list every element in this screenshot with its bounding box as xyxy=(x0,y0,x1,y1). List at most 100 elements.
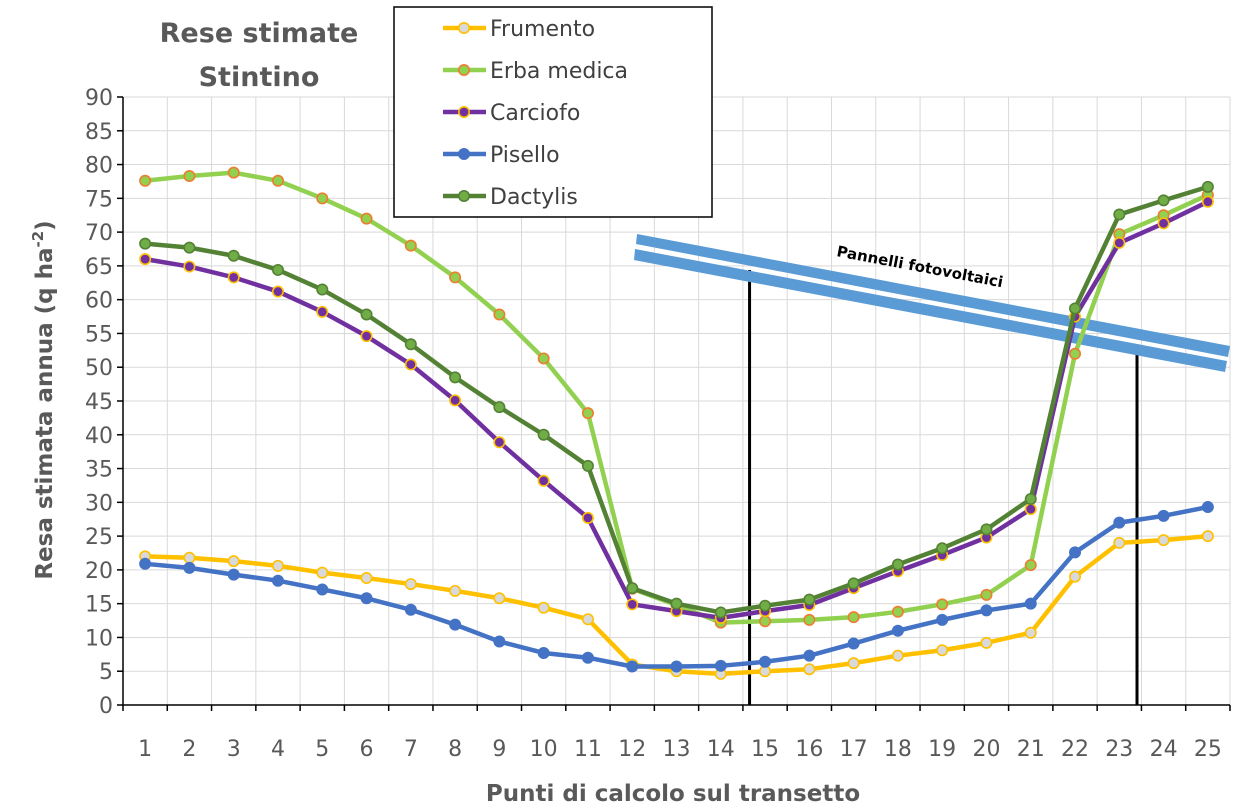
data-point xyxy=(581,459,594,472)
axes xyxy=(117,96,1231,711)
x-tick-label: 7 xyxy=(404,737,418,762)
data-point xyxy=(183,260,196,273)
y-tick-label: 90 xyxy=(85,86,113,111)
data-point xyxy=(1069,302,1082,315)
y-tick-label: 20 xyxy=(85,559,113,584)
data-point xyxy=(847,577,860,590)
data-point xyxy=(139,237,152,250)
data-point xyxy=(980,604,993,617)
data-point xyxy=(360,592,373,605)
legend-label: Dactylis xyxy=(490,185,578,210)
data-point xyxy=(1024,626,1037,639)
data-point xyxy=(670,597,683,610)
x-tick-label: 21 xyxy=(1017,737,1045,762)
x-axis-label: Punti di calcolo sul transetto xyxy=(486,781,860,807)
y-tick-label: 40 xyxy=(85,424,113,449)
data-point xyxy=(714,659,727,672)
x-tick-label: 12 xyxy=(618,737,646,762)
data-point xyxy=(1113,536,1126,549)
data-point xyxy=(803,613,816,626)
x-tick-label: 10 xyxy=(530,737,558,762)
y-axis-label-sup: -2 xyxy=(29,231,47,248)
x-tick-label: 5 xyxy=(315,737,329,762)
data-point xyxy=(1024,559,1037,572)
legend-swatch-marker xyxy=(457,64,470,77)
x-tick-label: 11 xyxy=(574,737,602,762)
data-point xyxy=(183,551,196,564)
data-point xyxy=(936,598,949,611)
data-point xyxy=(404,239,417,252)
data-point xyxy=(936,613,949,626)
y-axis-label-main: Resa stimata annua (q ha xyxy=(32,248,58,580)
data-point xyxy=(316,305,329,318)
data-point xyxy=(404,603,417,616)
y-axis-label-end: ) xyxy=(32,220,58,231)
data-point xyxy=(449,271,462,284)
data-point xyxy=(1157,194,1170,207)
y-tick-label: 75 xyxy=(85,187,113,212)
panel-band-upper xyxy=(636,234,1230,357)
x-tick-label: 22 xyxy=(1061,737,1089,762)
data-point xyxy=(1201,180,1214,193)
y-tick-label: 80 xyxy=(85,154,113,179)
data-point xyxy=(360,571,373,584)
data-point xyxy=(803,593,816,606)
y-tick-label: 50 xyxy=(85,356,113,381)
data-point xyxy=(537,601,550,614)
data-point xyxy=(449,618,462,631)
x-tick-label: 3 xyxy=(227,737,241,762)
data-point xyxy=(271,285,284,298)
data-point xyxy=(1113,236,1126,249)
data-point xyxy=(316,192,329,205)
data-point xyxy=(1113,208,1126,221)
data-point xyxy=(316,583,329,596)
data-point xyxy=(537,428,550,441)
data-point xyxy=(936,644,949,657)
data-point xyxy=(1069,546,1082,559)
data-point xyxy=(980,636,993,649)
data-point xyxy=(1157,217,1170,230)
data-point xyxy=(537,352,550,365)
legend-swatch-marker xyxy=(457,190,470,203)
data-point xyxy=(759,599,772,612)
data-point xyxy=(537,646,550,659)
y-tick-label: 30 xyxy=(85,491,113,516)
data-point xyxy=(449,584,462,597)
legend-label: Erba medica xyxy=(490,59,628,84)
data-point xyxy=(404,358,417,371)
y-tick-label: 60 xyxy=(85,289,113,314)
data-point xyxy=(404,338,417,351)
data-point xyxy=(449,394,462,407)
data-point xyxy=(271,174,284,187)
data-point xyxy=(493,635,506,648)
data-point xyxy=(803,663,816,676)
series-dactylis xyxy=(139,180,1214,619)
x-tick-label: 23 xyxy=(1105,737,1133,762)
x-tick-label: 6 xyxy=(360,737,374,762)
data-point xyxy=(1024,503,1037,516)
data-point xyxy=(493,592,506,605)
data-point xyxy=(227,555,240,568)
data-point xyxy=(493,401,506,414)
data-point xyxy=(891,649,904,662)
data-point xyxy=(1157,534,1170,547)
series-lines xyxy=(139,166,1214,680)
data-point xyxy=(581,511,594,524)
data-point xyxy=(1069,570,1082,583)
title-line-2: Stintino xyxy=(199,62,320,93)
data-point xyxy=(139,253,152,266)
x-tick-label: 19 xyxy=(928,737,956,762)
data-point xyxy=(1024,597,1037,610)
x-tick-label: 4 xyxy=(271,737,285,762)
data-point xyxy=(449,371,462,384)
data-point xyxy=(139,557,152,570)
data-point xyxy=(404,578,417,591)
data-point xyxy=(714,606,727,619)
y-tick-label: 35 xyxy=(85,458,113,483)
data-point xyxy=(227,568,240,581)
data-point xyxy=(581,613,594,626)
y-axis-label: Resa stimata annua (q ha-2) xyxy=(29,220,58,579)
data-point xyxy=(626,598,639,611)
data-point xyxy=(537,474,550,487)
